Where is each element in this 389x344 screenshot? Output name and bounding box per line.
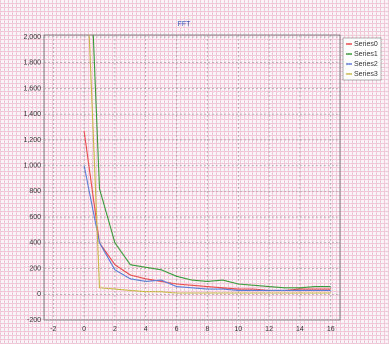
legend-label: Series2 [354, 61, 378, 68]
legend-box [342, 37, 382, 81]
x-tick-label: 12 [265, 326, 273, 333]
y-tick-label: 0 [37, 291, 41, 298]
x-tick-label: 10 [234, 326, 242, 333]
legend-label: Series0 [354, 41, 378, 48]
y-tick-label: 600 [29, 214, 41, 221]
x-tick-label: 16 [327, 326, 335, 333]
x-tick-label: 4 [144, 326, 148, 333]
legend-label: Series3 [354, 71, 378, 78]
x-tick-label: 8 [205, 326, 209, 333]
series-line [83, 165, 331, 291]
y-tick-label: 1,200 [23, 137, 41, 144]
series-line [92, 35, 331, 289]
plot-lines [83, 35, 331, 294]
x-tick-label: 2 [113, 326, 117, 333]
plot-frame [43, 34, 341, 321]
y-tick-label: 1,000 [23, 162, 41, 169]
y-tick-label: 1,400 [23, 111, 41, 118]
legend-label: Series1 [354, 51, 378, 58]
y-tick-label: -200 [27, 317, 41, 324]
y-tick-label: 400 [29, 240, 41, 247]
y-tick-label: 1,800 [23, 60, 41, 67]
x-tick-label: 0 [82, 326, 86, 333]
series-line [83, 130, 331, 291]
x-tick-label: 6 [175, 326, 179, 333]
y-tick-label: 2,000 [23, 34, 41, 41]
x-tick-label: 14 [296, 326, 304, 333]
y-tick-label: 200 [29, 265, 41, 272]
series-line [88, 35, 331, 294]
chart-title: FFT [178, 21, 192, 28]
x-tick-label: -2 [50, 326, 56, 333]
y-tick-label: 1,600 [23, 85, 41, 92]
y-tick-label: 800 [29, 188, 41, 195]
